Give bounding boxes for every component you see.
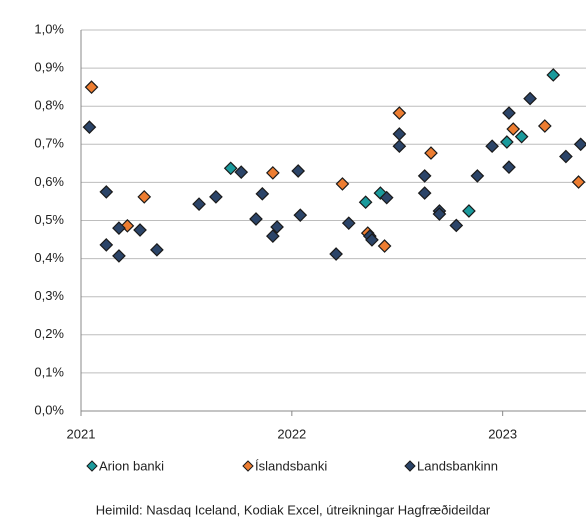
y-tick-label: 0,8% (34, 98, 64, 113)
y-tick-label: 0,4% (34, 250, 64, 265)
point (249, 212, 263, 226)
y-tick-label: 0,3% (34, 288, 64, 303)
point (358, 195, 373, 210)
point (255, 186, 270, 201)
point (99, 238, 114, 252)
y-tick-label: 1,0% (34, 21, 64, 36)
point (573, 137, 586, 152)
point (270, 220, 284, 234)
point (506, 122, 521, 136)
legend-swatch (242, 460, 254, 472)
y-tick-label: 0,2% (34, 326, 64, 341)
point (424, 146, 438, 160)
point (523, 91, 537, 106)
point (99, 185, 114, 199)
point (192, 197, 206, 211)
point (341, 216, 356, 231)
point (379, 190, 394, 205)
point (377, 239, 392, 253)
y-tick-label: 0,6% (34, 174, 64, 189)
point (291, 164, 306, 178)
point (112, 221, 126, 235)
y-tick-label: 0,7% (34, 136, 64, 151)
point (537, 119, 552, 133)
point (500, 135, 514, 149)
x-tick-label: 2021 (67, 426, 96, 441)
point (449, 218, 464, 233)
point (392, 127, 407, 141)
y-tick-label: 0,0% (34, 402, 64, 417)
legend-label: Íslandsbanki (255, 458, 327, 473)
point (392, 139, 407, 154)
x-tick-label: 2022 (277, 426, 306, 441)
point (209, 190, 223, 204)
point (417, 169, 432, 183)
point (84, 80, 99, 94)
point (223, 161, 238, 176)
point (502, 106, 516, 120)
point (571, 175, 586, 189)
legend-swatch (86, 460, 98, 472)
point (470, 169, 485, 183)
point (120, 218, 135, 233)
legend-label: Landsbankinn (417, 458, 498, 473)
point (365, 233, 379, 247)
y-tick-label: 0,1% (34, 364, 64, 379)
legend-swatch (404, 460, 416, 472)
y-tick-label: 0,9% (34, 60, 64, 75)
point (392, 106, 407, 120)
point (112, 249, 126, 263)
x-tick-label: 2023 (488, 426, 517, 441)
point (329, 247, 343, 261)
point (266, 229, 280, 243)
point (485, 139, 499, 154)
point (234, 165, 249, 179)
point (335, 177, 350, 191)
point (514, 129, 529, 144)
point (546, 68, 561, 82)
source-note: Heimild: Nasdaq Iceland, Kodiak Excel, ú… (96, 502, 491, 517)
legend-label: Arion banki (99, 458, 164, 473)
point (502, 160, 516, 175)
point (462, 204, 476, 218)
point (266, 166, 280, 180)
point (559, 149, 573, 164)
point (137, 190, 152, 204)
point (417, 186, 432, 200)
y-tick-label: 0,5% (34, 212, 64, 227)
point (293, 208, 308, 223)
point (133, 223, 147, 237)
point (432, 207, 447, 221)
point (82, 120, 97, 135)
point (150, 242, 164, 257)
